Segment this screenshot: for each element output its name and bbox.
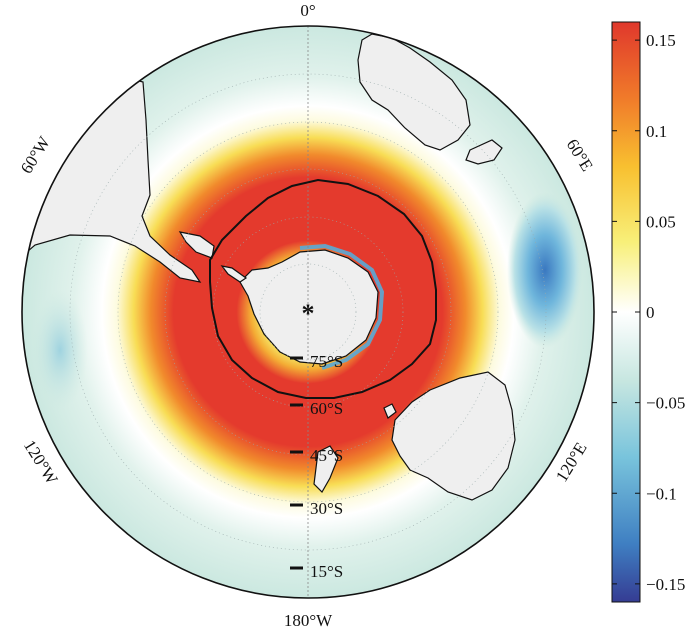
australia-land bbox=[391, 371, 516, 501]
colorbar-tick-label: −0.15 bbox=[646, 575, 685, 594]
colorbar-tick-label: 0.15 bbox=[646, 31, 676, 50]
new-zealand-land bbox=[313, 445, 339, 493]
lon-label-upper-left: 60°W bbox=[17, 132, 55, 177]
colorbar-tick-label: −0.05 bbox=[646, 394, 685, 413]
lat-label-15: 15°S bbox=[310, 562, 343, 581]
lat-label-45: 45°S bbox=[310, 446, 343, 465]
tasmania-land bbox=[383, 403, 397, 419]
colorbar-ticks: 0.15 0.1 0.05 0 −0.05 −0.1 −0.15 bbox=[612, 31, 685, 594]
map-boundary bbox=[21, 25, 595, 599]
lon-label-bottom: 180°W bbox=[284, 611, 333, 630]
colorbar-tick-label: 0.05 bbox=[646, 212, 676, 231]
negative-anomaly-west bbox=[32, 290, 88, 410]
lat-label-75: 75°S bbox=[310, 352, 343, 371]
colorbar-tick-label: −0.1 bbox=[646, 484, 677, 503]
colorbar: 0.15 0.1 0.05 0 −0.05 −0.1 −0.15 bbox=[611, 21, 685, 603]
south-pole-marker: * bbox=[302, 299, 315, 328]
africa-land bbox=[357, 33, 471, 151]
lon-label-upper-right: 60°E bbox=[563, 136, 597, 175]
negative-anomaly-east bbox=[507, 192, 583, 348]
contour-line bbox=[209, 178, 437, 399]
colorbar-tick-label: 0 bbox=[646, 303, 655, 322]
lon-label-top: 0° bbox=[300, 1, 315, 20]
antarctic-coast-fringe bbox=[299, 243, 385, 370]
lat-label-60: 60°S bbox=[310, 399, 343, 418]
antarctic-peninsula bbox=[220, 265, 248, 283]
madagascar-land bbox=[465, 139, 503, 165]
colorbar-tick-label: 0.1 bbox=[646, 122, 667, 141]
graticule-circles bbox=[69, 73, 547, 551]
lat-label-30: 30°S bbox=[310, 499, 343, 518]
latitude-ticks bbox=[290, 356, 303, 570]
